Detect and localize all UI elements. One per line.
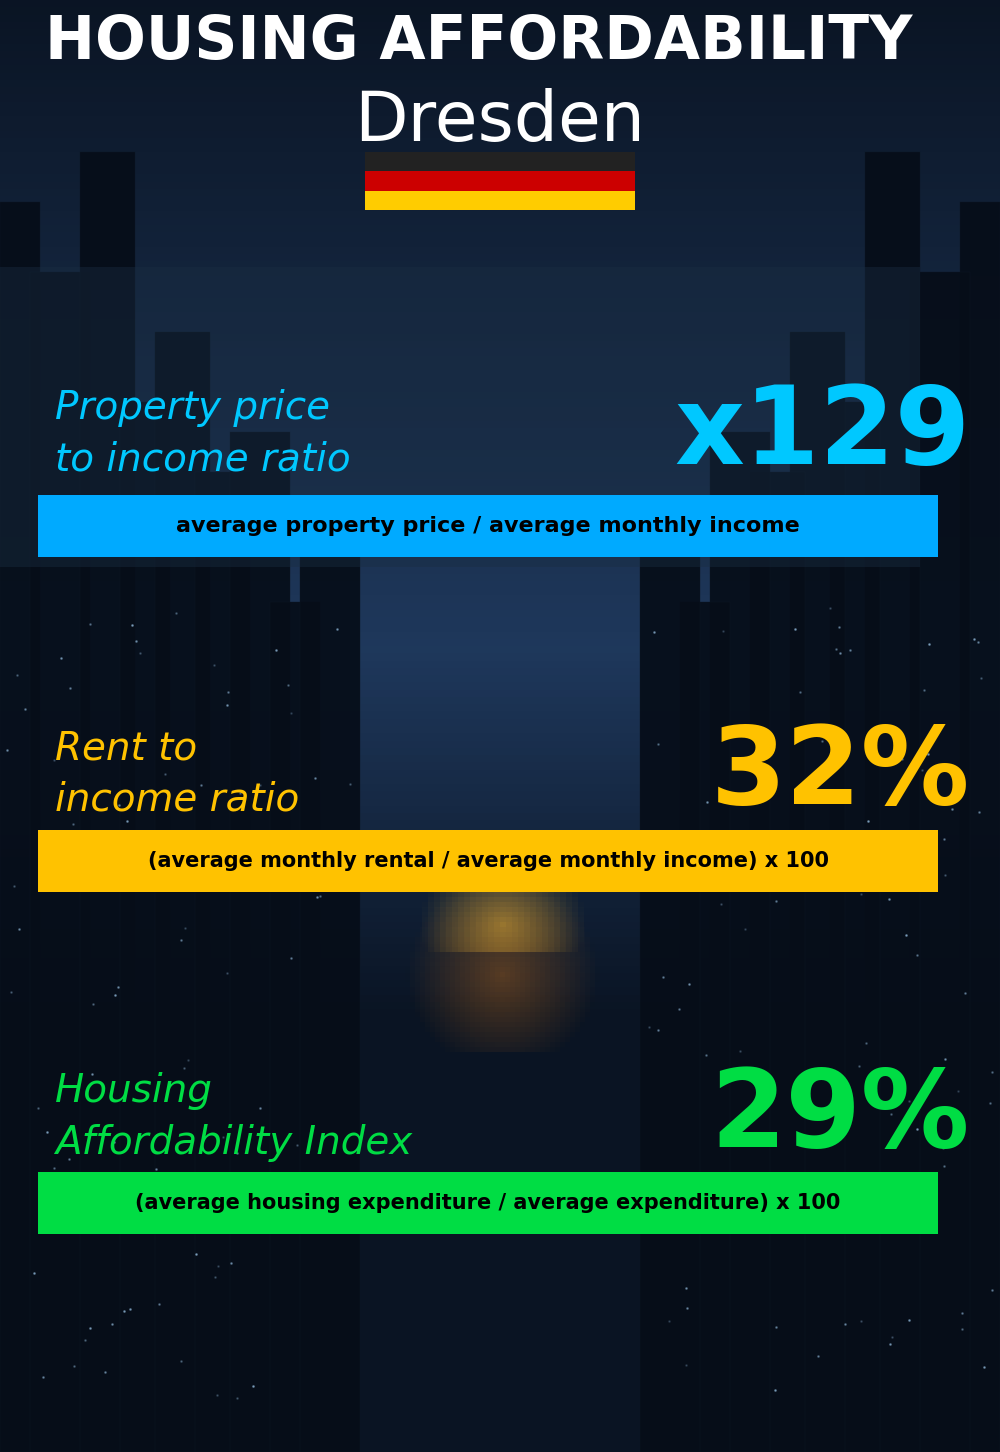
Text: x129: x129 <box>674 380 970 486</box>
Polygon shape <box>750 472 805 1452</box>
Text: 32%: 32% <box>711 722 970 828</box>
Text: Property price
to income ratio: Property price to income ratio <box>55 389 351 479</box>
Bar <box>38 831 938 892</box>
Bar <box>38 495 938 558</box>
Polygon shape <box>830 402 880 1452</box>
Polygon shape <box>710 433 770 1452</box>
Polygon shape <box>0 202 40 1452</box>
Text: HOUSING AFFORDABILITY: HOUSING AFFORDABILITY <box>45 13 912 71</box>
Bar <box>365 190 635 211</box>
Bar <box>365 152 635 171</box>
Polygon shape <box>910 272 970 1452</box>
Text: 29%: 29% <box>711 1064 970 1170</box>
Polygon shape <box>270 603 320 1452</box>
Polygon shape <box>790 333 845 1452</box>
Polygon shape <box>80 152 135 1452</box>
Bar <box>38 1172 938 1234</box>
Polygon shape <box>120 402 170 1452</box>
Polygon shape <box>230 433 290 1452</box>
FancyBboxPatch shape <box>0 267 920 566</box>
Polygon shape <box>640 552 700 1452</box>
Polygon shape <box>155 333 210 1452</box>
Polygon shape <box>300 552 360 1452</box>
Polygon shape <box>865 152 920 1452</box>
Polygon shape <box>30 272 90 1452</box>
Bar <box>365 171 635 190</box>
Polygon shape <box>195 472 250 1452</box>
Text: Dresden: Dresden <box>355 89 645 155</box>
Polygon shape <box>680 603 730 1452</box>
Text: Rent to
income ratio: Rent to income ratio <box>55 729 299 819</box>
Text: average property price / average monthly income: average property price / average monthly… <box>176 515 800 536</box>
Text: (average monthly rental / average monthly income) x 100: (average monthly rental / average monthl… <box>148 851 828 871</box>
Text: (average housing expenditure / average expenditure) x 100: (average housing expenditure / average e… <box>135 1194 841 1212</box>
Polygon shape <box>960 202 1000 1452</box>
Text: Housing
Affordability Index: Housing Affordability Index <box>55 1072 412 1162</box>
